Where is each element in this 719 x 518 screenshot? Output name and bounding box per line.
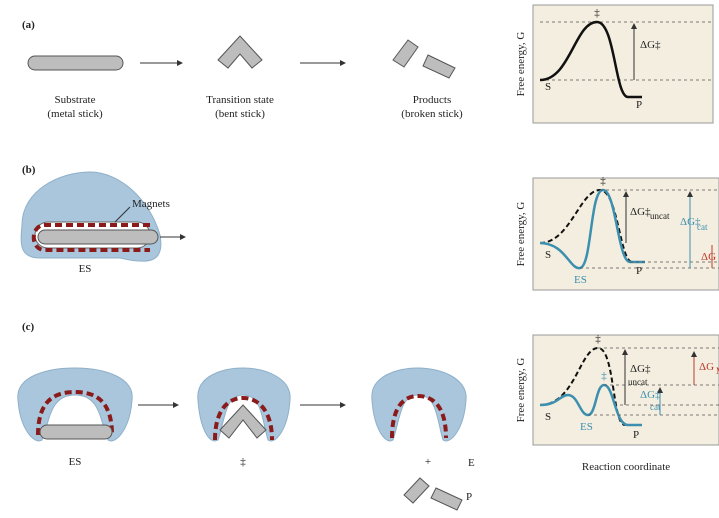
- peak: ‡: [595, 333, 601, 345]
- state: P: [636, 265, 642, 277]
- peak: ‡: [600, 175, 606, 187]
- panel-label: (c): [22, 321, 35, 333]
- stick: [28, 56, 123, 70]
- barrier: ΔG‡: [640, 39, 661, 51]
- stick: [40, 425, 112, 439]
- caption: Products: [413, 94, 452, 106]
- binding: ΔG: [699, 361, 714, 373]
- subscript: uncat: [628, 377, 648, 387]
- state: S: [545, 411, 551, 423]
- peak: ‡: [601, 370, 607, 382]
- broken-stick: [431, 488, 462, 510]
- figure: (a) Substrate (metal stick) Transition s…: [0, 0, 719, 518]
- callout: Magnets: [132, 198, 170, 210]
- state: ES: [574, 274, 587, 286]
- panel-label: (b): [22, 164, 36, 176]
- caption: Transition state: [206, 94, 274, 106]
- x-label: Reaction coordinate: [582, 461, 670, 473]
- bent-stick: [218, 36, 262, 68]
- caption: (broken stick): [401, 108, 463, 120]
- subscript: cat: [697, 222, 708, 232]
- state: S: [545, 249, 551, 261]
- subscript: uncat: [650, 211, 670, 221]
- stick: [38, 230, 158, 244]
- caption: P: [466, 491, 472, 503]
- state: S: [545, 81, 551, 93]
- state: P: [633, 429, 639, 441]
- caption: ‡: [240, 456, 246, 468]
- broken-stick: [393, 40, 418, 67]
- state: P: [636, 99, 642, 111]
- caption: (metal stick): [47, 108, 103, 120]
- enzyme: [372, 368, 466, 441]
- caption: ES: [79, 263, 92, 275]
- peak: ‡: [594, 7, 600, 19]
- binding: ΔG: [701, 251, 716, 263]
- caption: E: [468, 457, 475, 469]
- state: ES: [580, 421, 593, 433]
- y-label: Free energy, G: [515, 202, 527, 267]
- caption: Substrate: [55, 94, 96, 106]
- graph-box: [533, 335, 719, 445]
- caption: (bent stick): [215, 108, 265, 120]
- barrier: ΔG‡: [630, 363, 651, 375]
- barrier: ΔG‡: [630, 206, 651, 218]
- broken-stick: [404, 478, 429, 503]
- graph-box: [533, 5, 713, 123]
- subscript: cat: [650, 402, 661, 412]
- enzyme: [198, 368, 290, 441]
- broken-stick: [423, 55, 455, 78]
- y-label: Free energy, G: [515, 358, 527, 423]
- y-label: Free energy, G: [515, 32, 527, 97]
- caption: ES: [69, 456, 82, 468]
- barrier: ΔG‡: [640, 389, 661, 401]
- panel-label: (a): [22, 19, 35, 31]
- caption: +: [425, 456, 431, 468]
